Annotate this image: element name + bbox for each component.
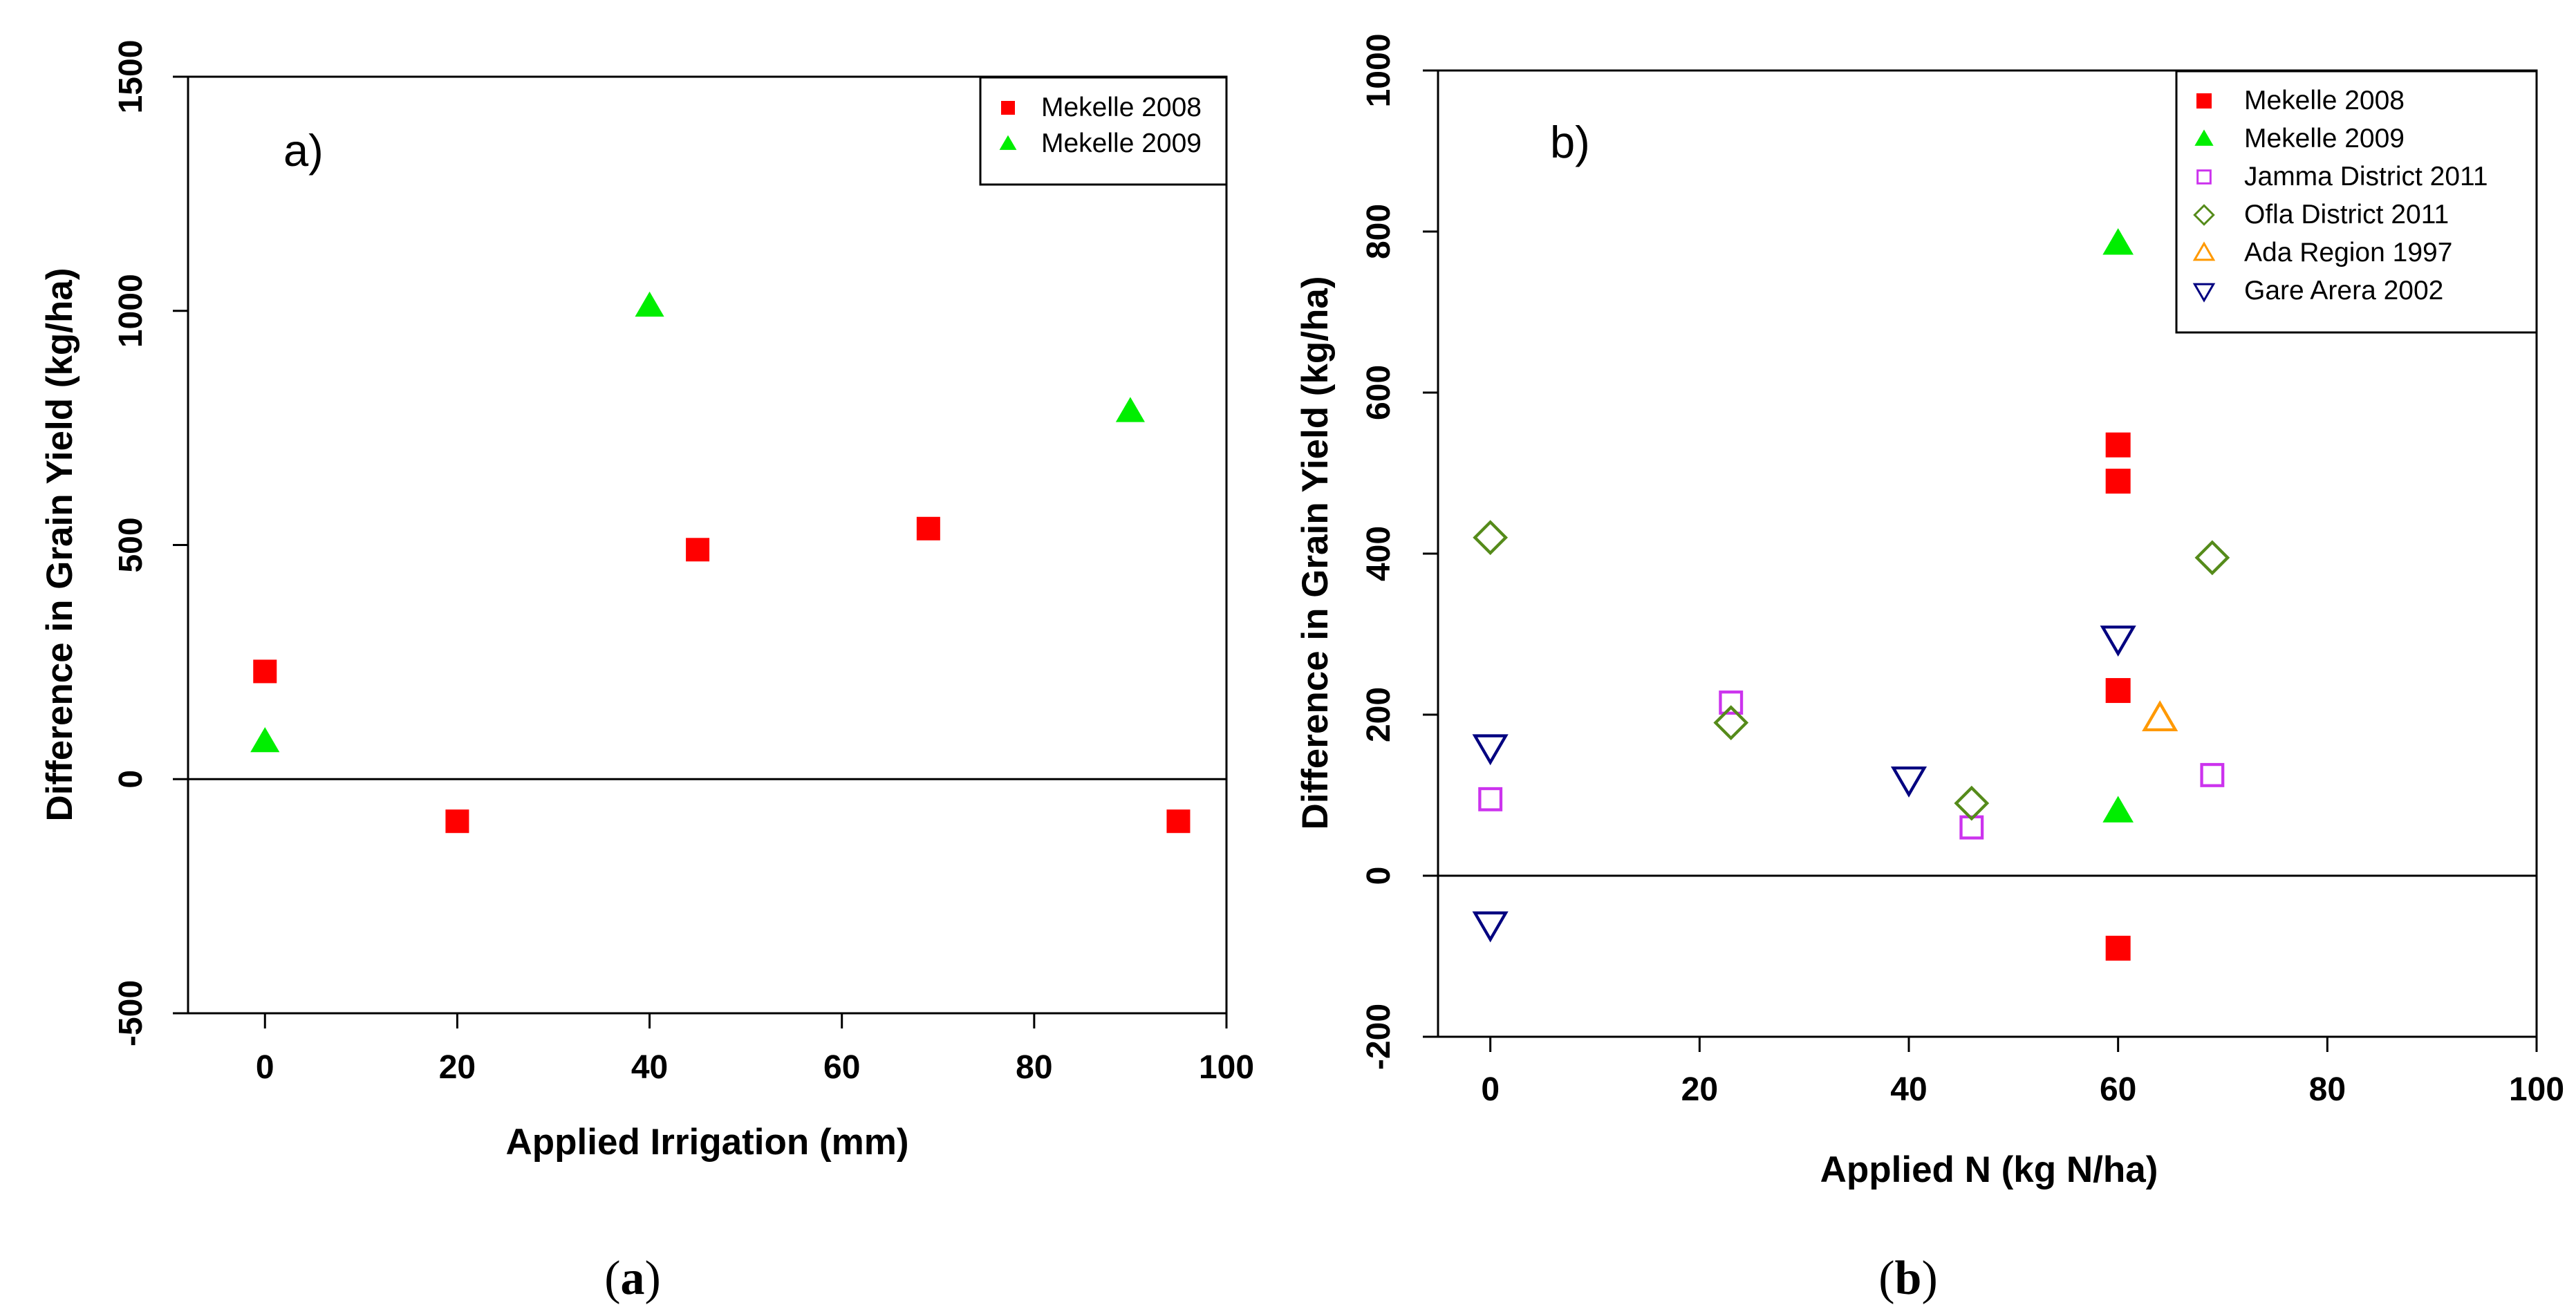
legend-marker <box>2196 93 2212 109</box>
data-point-jamma-district-2011 <box>1719 690 1744 715</box>
data-point-mekelle-2008 <box>253 659 277 684</box>
legend-entry-label: Mekelle 2009 <box>1041 129 1202 158</box>
legend-box <box>979 76 1228 186</box>
caption-b-open: ( <box>1878 1252 1894 1305</box>
y-tick-label: 400 <box>1361 526 1397 581</box>
legend-marker <box>2192 283 2216 303</box>
x-tick-label: 60 <box>823 1049 860 1086</box>
panel-b-caption: (b) <box>1878 1252 1938 1305</box>
data-point-ofla-district-2011 <box>1954 785 1990 821</box>
panel-a: a) Applied Irrigation (mm) Difference in… <box>39 40 1254 1305</box>
legend-entry-label: Gare Arera 2002 <box>2244 276 2443 306</box>
x-tick-label: 80 <box>1016 1049 1052 1086</box>
y-tick-label: 0 <box>113 770 149 789</box>
data-point-ofla-district-2011 <box>1473 520 1509 556</box>
data-point-mekelle-2009 <box>2102 228 2134 255</box>
panel-a-y-ticks: -500 0 500 1000 1500 <box>113 40 188 1046</box>
panel-a-x-axis-title: Applied Irrigation (mm) <box>506 1122 909 1163</box>
caption-b-letter: b <box>1895 1252 1922 1305</box>
data-point-gare-arera-2002 <box>1890 766 1928 798</box>
data-point-mekelle-2008 <box>2105 935 2131 961</box>
x-tick-label: 40 <box>1890 1071 1927 1108</box>
panel-a-legend: Mekelle 2008 Mekelle 2009 <box>979 76 1228 186</box>
x-tick-label: 0 <box>256 1049 274 1086</box>
data-point-gare-arera-2002 <box>1472 734 1509 766</box>
caption-a-open: ( <box>604 1252 620 1305</box>
caption-a-letter: a <box>621 1252 645 1305</box>
legend-entry-label: Mekelle 2009 <box>2244 124 2405 153</box>
x-tick-label: 80 <box>2309 1071 2346 1108</box>
data-point-jamma-district-2011 <box>2200 762 2225 787</box>
caption-a-close: ) <box>645 1252 661 1305</box>
y-tick-label: 600 <box>1361 365 1397 420</box>
panel-a-label: a) <box>283 125 324 176</box>
data-point-mekelle-2008 <box>445 809 469 834</box>
y-tick-label: -500 <box>113 980 149 1046</box>
x-tick-label: 20 <box>439 1049 476 1086</box>
data-point-mekelle-2009 <box>635 291 664 317</box>
legend-entry-label: Mekelle 2008 <box>2244 86 2405 115</box>
legend-entry-label: Ada Region 1997 <box>2244 238 2452 267</box>
legend-marker <box>2193 204 2215 226</box>
data-point-ofla-district-2011 <box>1713 705 1749 741</box>
panel-b-y-ticks: -200 0 200 400 600 800 1000 <box>1361 34 1438 1070</box>
data-point-mekelle-2009 <box>1115 397 1146 422</box>
y-tick-label: 500 <box>113 517 149 572</box>
legend-marker <box>2192 241 2216 261</box>
legend-entry-label: Mekelle 2008 <box>1041 93 1202 122</box>
x-tick-label: 20 <box>1681 1071 1718 1108</box>
legend-marker <box>999 135 1017 150</box>
legend-box <box>2175 70 2538 334</box>
y-tick-label: 1000 <box>1361 34 1397 108</box>
y-tick-label: 800 <box>1361 204 1397 259</box>
data-point-ofla-district-2011 <box>2194 540 2230 576</box>
y-tick-label: 1500 <box>113 40 149 114</box>
data-point-gare-arera-2002 <box>1472 911 1509 943</box>
panel-b-label: b) <box>1550 117 1590 167</box>
legend-marker <box>2196 169 2212 185</box>
data-point-mekelle-2008 <box>2105 432 2131 458</box>
data-point-mekelle-2009 <box>250 726 280 753</box>
x-tick-label: 100 <box>1199 1049 1254 1086</box>
panel-a-y-axis-title: Difference in Grain Yield (kg/ha) <box>39 267 80 821</box>
data-point-mekelle-2008 <box>686 538 710 562</box>
panel-b-points <box>1472 228 2230 961</box>
y-tick-label: 1000 <box>113 274 149 348</box>
data-point-jamma-district-2011 <box>1478 787 1503 811</box>
data-point-mekelle-2008 <box>1166 809 1191 834</box>
x-tick-label: 100 <box>2509 1071 2564 1108</box>
panel-a-points <box>250 291 1191 834</box>
data-point-gare-arera-2002 <box>2100 626 2136 657</box>
legend-entry-label: Jamma District 2011 <box>2244 162 2488 191</box>
x-tick-label: 60 <box>2100 1071 2136 1108</box>
panel-a-x-ticks: 0 20 40 60 80 100 <box>256 1013 1254 1086</box>
data-point-mekelle-2008 <box>2105 469 2131 494</box>
y-tick-label: 200 <box>1361 687 1397 742</box>
data-point-mekelle-2008 <box>916 516 940 540</box>
y-tick-label: 0 <box>1361 867 1397 885</box>
legend-entry-label: Ofla District 2011 <box>2244 200 2449 229</box>
x-tick-label: 0 <box>1481 1071 1500 1108</box>
caption-b-close: ) <box>1921 1252 1937 1305</box>
data-point-mekelle-2009 <box>2102 796 2134 822</box>
panel-b: b) Applied N (kg N/ha) Difference in Gra… <box>1295 34 2564 1305</box>
legend-marker <box>2194 129 2214 146</box>
panel-b-x-axis-title: Applied N (kg N/ha) <box>1820 1149 2158 1190</box>
panel-b-y-axis-title: Difference in Grain Yield (kg/ha) <box>1295 276 1336 829</box>
panel-b-legend: Mekelle 2008 Mekelle 2009 Jamma District 2… <box>2175 70 2538 334</box>
panel-b-x-ticks: 0 20 40 60 80 100 <box>1481 1037 2564 1108</box>
data-point-mekelle-2008 <box>2105 678 2131 704</box>
panel-a-caption: (a) <box>604 1252 661 1305</box>
y-tick-label: -200 <box>1361 1004 1397 1070</box>
x-tick-label: 40 <box>631 1049 668 1086</box>
legend-marker <box>1001 101 1015 115</box>
data-point-ada-region-1997 <box>2142 700 2178 732</box>
